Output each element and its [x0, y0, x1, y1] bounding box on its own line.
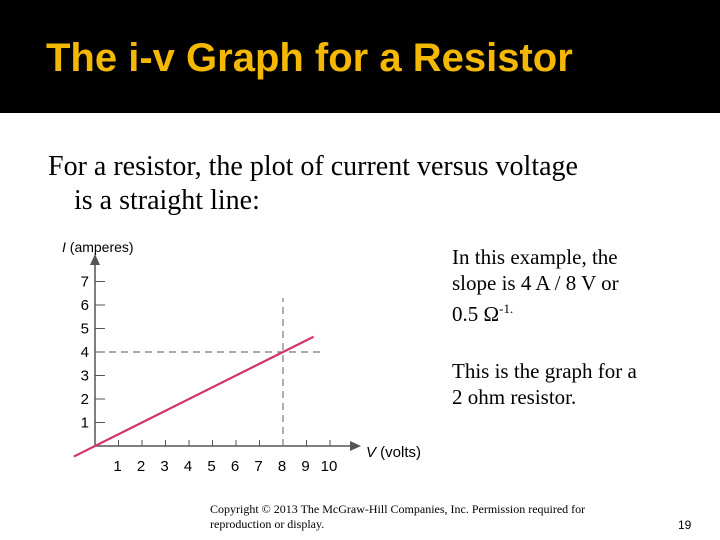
- x-axis-label-rest: (volts): [376, 444, 421, 461]
- y-tick-label: 4: [81, 344, 89, 361]
- resistor-note-line-2: 2 ohm resistor.: [452, 385, 577, 409]
- chart-lines: [73, 335, 315, 458]
- slope-note-line-1: In this example, the: [452, 245, 618, 269]
- intro-line-2: is a straight line:: [74, 185, 260, 216]
- y-axis-arrowhead: [90, 254, 100, 265]
- copyright-footer: Copyright © 2013 The McGraw-Hill Compani…: [210, 502, 610, 532]
- y-tick-label: 5: [81, 321, 89, 338]
- y-tick-label: 3: [81, 368, 89, 385]
- copyright-line-2: reproduction or display.: [210, 517, 325, 531]
- y-axis-label-rest: (amperes): [66, 239, 134, 255]
- x-tick-label: 8: [278, 458, 286, 475]
- intro-line-1: For a resistor, the plot of current vers…: [48, 151, 578, 182]
- x-tick-label: 10: [321, 458, 338, 475]
- x-tick-label: 5: [207, 458, 215, 475]
- y-tick-label: 2: [81, 391, 89, 408]
- x-tick-label: 7: [254, 458, 262, 475]
- iv-line: [73, 335, 315, 458]
- y-tick-label: 7: [81, 274, 89, 291]
- x-axis-label: V (volts): [366, 444, 421, 461]
- x-tick-label: 2: [137, 458, 145, 475]
- x-axis-label-italic: V: [366, 444, 378, 461]
- chart-axes: [90, 254, 361, 451]
- copyright-line-1: Copyright © 2013 The McGraw-Hill Compani…: [210, 502, 586, 516]
- slope-value: 0.5 Ω: [452, 302, 500, 326]
- x-tick-label: 9: [301, 458, 309, 475]
- slide-title: The i-v Graph for a Resistor: [46, 36, 573, 80]
- title-bar: [0, 0, 720, 113]
- slope-note: In this example, the slope is 4 A / 8 V …: [452, 244, 712, 327]
- x-tick-label: 6: [231, 458, 239, 475]
- slope-note-line-3: 0.5 Ω-1.: [452, 296, 712, 327]
- x-tick-label: 4: [184, 458, 192, 475]
- y-tick-label: 1: [81, 415, 89, 432]
- slope-exponent: -1.: [499, 301, 514, 316]
- chart-guides: [97, 297, 321, 446]
- slope-note-line-2: slope is 4 A / 8 V or: [452, 271, 619, 295]
- x-tick-label: 1: [113, 458, 121, 475]
- resistor-note-line-1: This is the graph for a: [452, 359, 637, 383]
- page-number: 19: [678, 518, 692, 532]
- intro-text: For a resistor, the plot of current vers…: [48, 150, 688, 218]
- resistor-note: This is the graph for a 2 ohm resistor.: [452, 358, 712, 410]
- y-axis-label-italic: I: [62, 239, 66, 255]
- y-tick-label: 6: [81, 297, 89, 314]
- x-axis-arrowhead: [350, 441, 361, 451]
- x-tick-label: 3: [160, 458, 168, 475]
- y-axis-label: I (amperes): [62, 239, 134, 255]
